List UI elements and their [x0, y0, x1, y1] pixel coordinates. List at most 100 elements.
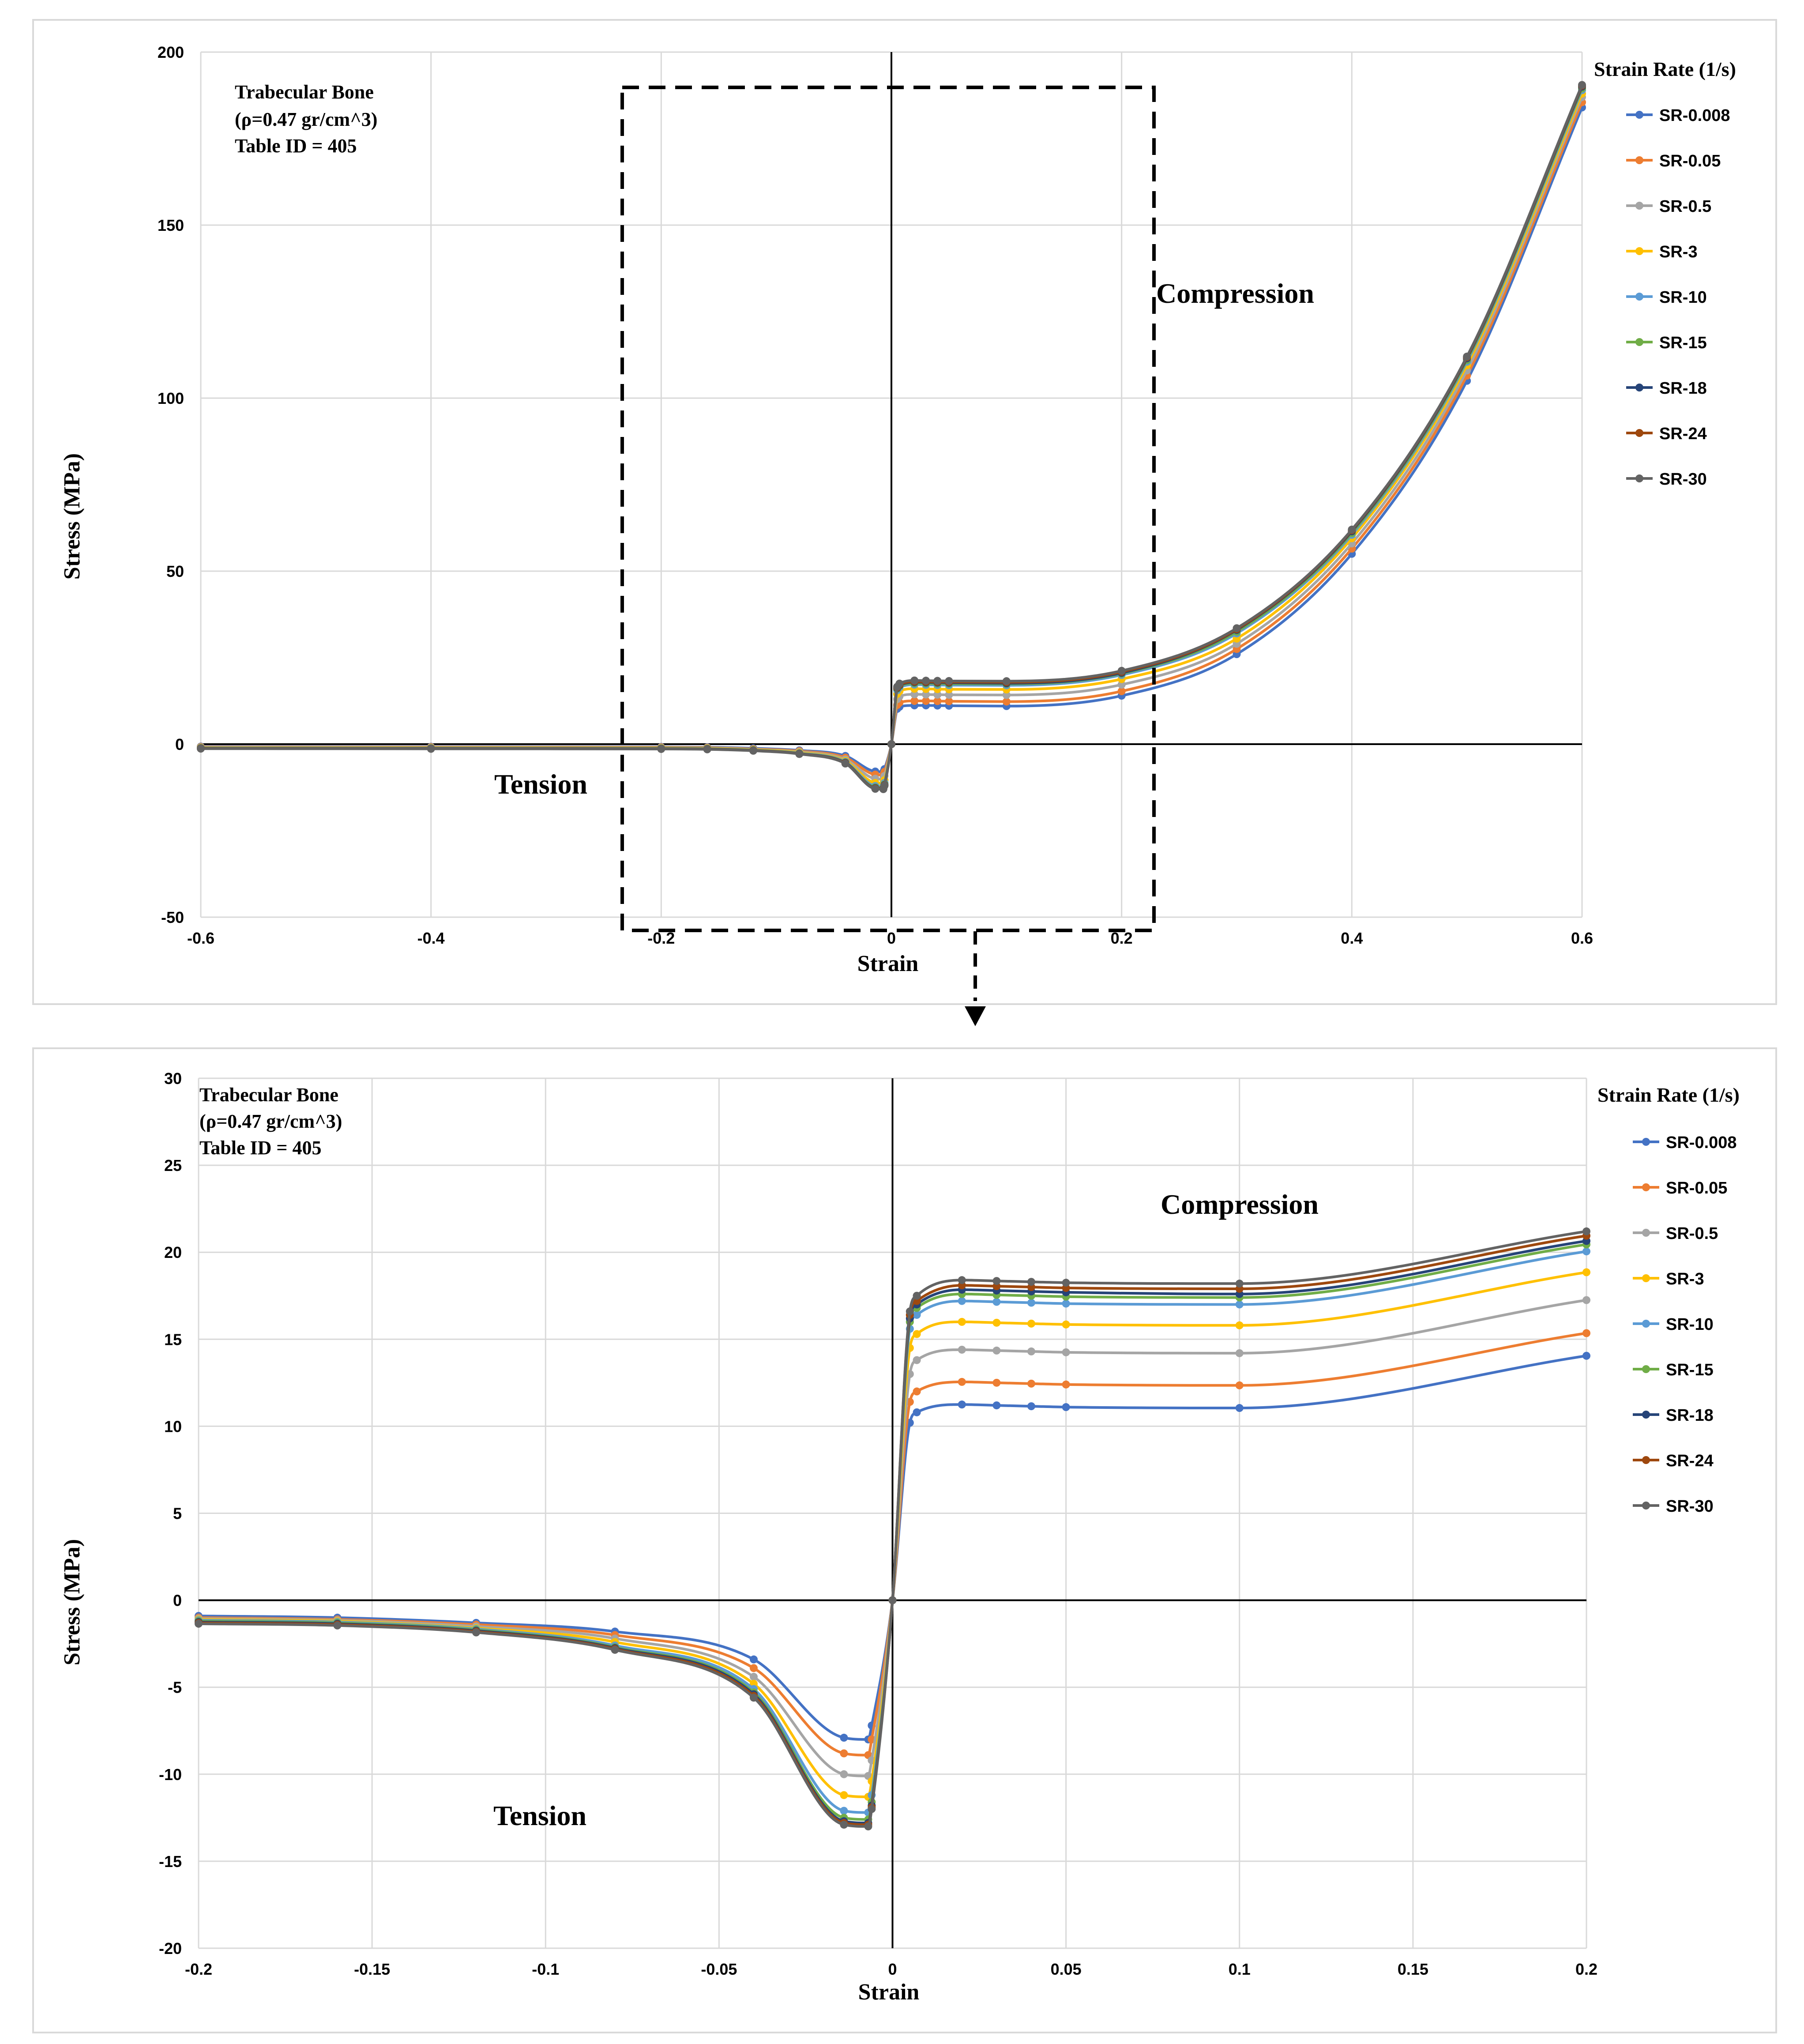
top-series-group	[197, 81, 1586, 793]
bottom-tension-label: Tension	[493, 1800, 586, 1831]
top-point-SR-0.5-13	[910, 690, 919, 699]
bottom-legend-item-SR-0.5: SR-0.5	[1633, 1224, 1718, 1243]
bottom-point-SR-3-5	[840, 1791, 848, 1799]
top-point-SR-0.05-18	[1117, 687, 1126, 696]
bottom-legend-label-SR-30: SR-30	[1666, 1497, 1714, 1516]
top-legend-label-SR-0.5: SR-0.5	[1659, 197, 1711, 216]
bottom-y-tick-label-8: 20	[164, 1243, 182, 1261]
top-legend-swatch-marker-SR-0.008	[1635, 111, 1643, 119]
top-chart-frame	[32, 19, 1777, 1005]
bottom-legend-swatch-marker-SR-30	[1642, 1502, 1650, 1509]
bottom-legend-label-SR-24: SR-24	[1666, 1452, 1714, 1470]
bottom-point-SR-30-13	[1027, 1278, 1035, 1286]
bottom-x-tick-label-5: 0.05	[1051, 1960, 1082, 1978]
top-material-line2: (ρ=0.47 gr/cm^3)	[235, 109, 377, 130]
bottom-point-SR-3-14	[1062, 1320, 1070, 1329]
bottom-y-axis-label: Stress (MPa)	[60, 1539, 85, 1665]
top-point-SR-0.5-14	[922, 690, 930, 699]
bottom-x-tick-label-7: 0.15	[1398, 1960, 1428, 1978]
top-point-SR-0.05-17	[1002, 697, 1011, 706]
bottom-legend-title: Strain Rate (1/s)	[1597, 1084, 1740, 1106]
top-legend-label-SR-0.05: SR-0.05	[1659, 152, 1721, 170]
bottom-point-SR-10-13	[1027, 1299, 1035, 1307]
bottom-material-line2: (ρ=0.47 gr/cm^3)	[199, 1110, 342, 1132]
bottom-point-SR-3-16	[1582, 1268, 1590, 1276]
bottom-point-SR-30-2	[472, 1628, 480, 1637]
bottom-point-SR-0.5-12	[992, 1346, 1001, 1355]
top-y-axis-label: Stress (MPa)	[60, 453, 85, 580]
top-material-line1: Trabecular Bone	[235, 81, 374, 103]
top-legend-label-SR-3: SR-3	[1659, 243, 1698, 261]
top-legend-swatch-marker-SR-0.5	[1635, 202, 1643, 210]
top-point-SR-0.05-14	[922, 697, 930, 705]
bottom-point-SR-0.05-10	[913, 1387, 921, 1396]
top-legend-item-SR-3: SR-3	[1626, 243, 1698, 261]
bottom-point-SR-0.5-10	[913, 1356, 921, 1364]
bottom-point-SR-10-16	[1582, 1247, 1590, 1256]
bottom-point-SR-30-15	[1235, 1280, 1244, 1288]
bottom-point-SR-0.05-12	[992, 1378, 1001, 1387]
top-legend-item-SR-10: SR-10	[1626, 288, 1707, 307]
bottom-x-tick-label-1: -0.15	[354, 1960, 390, 1978]
bottom-y-tick-label-0: -20	[159, 1939, 182, 1957]
top-x-tick-label-5: 0.4	[1341, 929, 1363, 947]
top-y-tick-label-1: 0	[175, 735, 184, 753]
bottom-point-SR-10-11	[958, 1297, 966, 1305]
bottom-legend-item-SR-18: SR-18	[1633, 1406, 1714, 1425]
bottom-legend-swatch-marker-SR-18	[1642, 1411, 1650, 1419]
bottom-point-SR-0.05-5	[840, 1749, 848, 1758]
top-legend-item-SR-18: SR-18	[1626, 379, 1707, 398]
bottom-point-SR-0.5-13	[1027, 1347, 1035, 1355]
bottom-point-SR-0.008-4	[750, 1655, 758, 1664]
bottom-legend-item-SR-15: SR-15	[1633, 1361, 1714, 1379]
top-legend-label-SR-0.008: SR-0.008	[1659, 106, 1730, 125]
bottom-legend-label-SR-0.008: SR-0.008	[1666, 1133, 1737, 1152]
bottom-legend-item-SR-10: SR-10	[1633, 1315, 1714, 1334]
top-point-SR-0.05-13	[910, 697, 919, 705]
bottom-point-SR-0.008-11	[958, 1400, 966, 1409]
top-point-SR-0.5-18	[1117, 681, 1126, 689]
top-x-tick-label-6: 0.6	[1571, 929, 1593, 947]
bottom-point-SR-30-10	[913, 1291, 921, 1300]
bottom-point-SR-10-5	[840, 1807, 848, 1815]
bottom-point-SR-0.008-13	[1027, 1402, 1035, 1411]
top-point-SR-30-1	[427, 745, 435, 753]
top-point-SR-30-16	[945, 677, 953, 685]
top-legend-title: Strain Rate (1/s)	[1594, 58, 1736, 80]
top-point-SR-30-17	[1002, 677, 1011, 685]
top-legend-label-SR-30: SR-30	[1659, 470, 1707, 489]
bottom-chart: -0.2 -0.15 -0.1 -0.05 0 0.05 0.1 0.15 0.2 -20 -15 -…	[32, 1047, 1777, 2033]
top-compression-label: Compression	[1156, 278, 1314, 309]
bottom-compression-label: Compression	[1161, 1189, 1319, 1220]
top-point-SR-30-22	[1578, 81, 1586, 89]
bottom-legend-item-SR-3: SR-3	[1633, 1270, 1704, 1288]
bottom-legend-swatch-marker-SR-10	[1642, 1320, 1650, 1328]
top-point-SR-30-12	[895, 679, 904, 688]
top-point-SR-30-21	[1463, 352, 1471, 361]
bottom-point-SR-10-10	[913, 1311, 921, 1319]
bottom-x-tick-label-0: -0.2	[185, 1960, 212, 1978]
bottom-point-SR-3-13	[1027, 1319, 1035, 1328]
bottom-point-SR-30-3	[611, 1645, 619, 1654]
bottom-material-line1: Trabecular Bone	[199, 1084, 338, 1106]
bottom-legend-swatch-marker-SR-3	[1642, 1274, 1650, 1282]
bottom-legend-label-SR-18: SR-18	[1666, 1406, 1714, 1425]
bottom-legend-swatch-marker-SR-24	[1642, 1456, 1650, 1464]
top-point-SR-30-6	[841, 759, 849, 768]
top-point-SR-30-15	[933, 677, 942, 685]
top-point-SR-30-9	[880, 782, 889, 790]
top-material-line3: Table ID = 405	[235, 135, 357, 157]
top-point-SR-30-20	[1348, 525, 1356, 534]
zoom-region-box	[620, 86, 1156, 932]
top-x-tick-label-0: -0.6	[187, 929, 214, 947]
bottom-point-SR-3-15	[1235, 1321, 1244, 1329]
top-legend-swatch-marker-SR-3	[1635, 247, 1643, 255]
bottom-point-SR-30-6	[864, 1822, 872, 1831]
bottom-legend-item-SR-30: SR-30	[1633, 1497, 1714, 1516]
bottom-point-SR-0.05-15	[1235, 1381, 1244, 1389]
top-legend: SR-0.008 SR-0.05 SR-0.5 SR-3 SR-10 SR-15 SR-18…	[1626, 106, 1730, 489]
bottom-point-SR-10-12	[992, 1298, 1001, 1306]
bottom-y-tick-label-3: -5	[168, 1679, 182, 1697]
